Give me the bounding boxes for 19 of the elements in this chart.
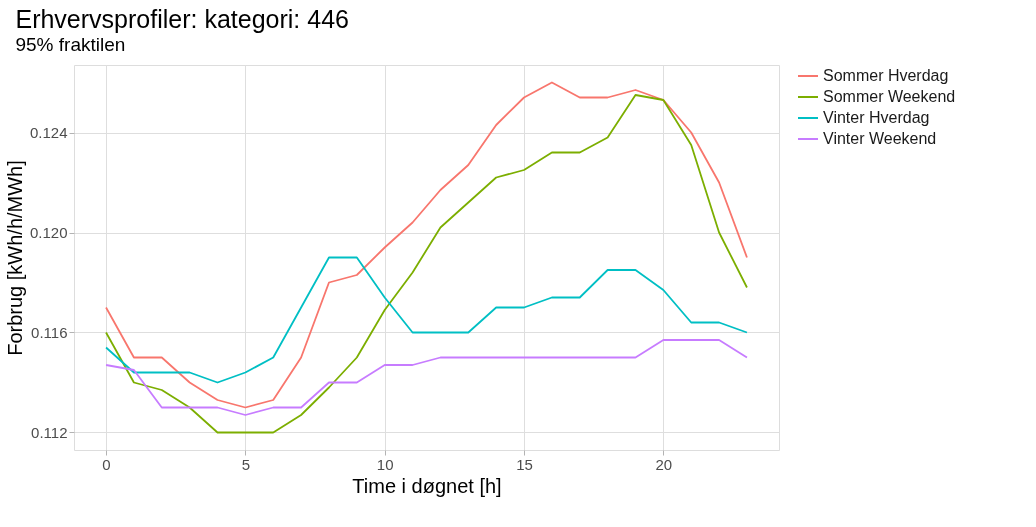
- legend-label: Vinter Hverdag: [823, 109, 930, 126]
- chart-subtitle: 95% fraktilen: [15, 34, 126, 55]
- y-tick-label: 0.120: [29, 224, 68, 241]
- legend-label: Sommer Hverdag: [823, 67, 949, 84]
- x-tick-label: 10: [376, 455, 394, 473]
- y-axis-title: Forbrug [kWh/h/MWh]: [3, 160, 26, 356]
- line-series: [105, 256, 748, 384]
- x-tick-label: 15: [516, 455, 533, 473]
- y-tick-label: 0.116: [31, 324, 68, 341]
- y-tick-label: 0.124: [29, 124, 68, 141]
- x-tick-label: 5: [241, 455, 251, 473]
- y-tick-label: 0.112: [31, 424, 68, 441]
- line-series: [105, 339, 748, 416]
- x-axis-title: Time i døgnet [h]: [352, 474, 502, 497]
- x-tick-label: 0: [102, 455, 111, 473]
- x-tick-label: 20: [655, 455, 673, 473]
- legend-label: Sommer Weekend: [823, 88, 956, 105]
- chart-title: Erhvervsprofiler: kategori: 446: [15, 5, 349, 33]
- legend-label: Vinter Weekend: [823, 130, 937, 147]
